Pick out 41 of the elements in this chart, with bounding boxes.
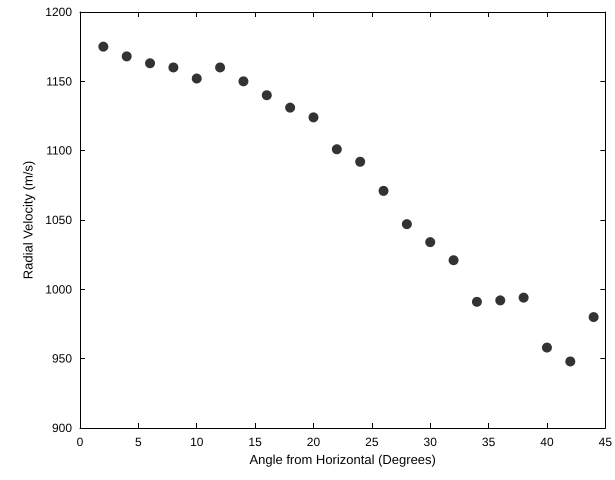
point xyxy=(332,144,342,154)
point xyxy=(285,102,296,113)
point xyxy=(355,156,366,167)
y-axis-title: Radial Velocity (m/s) xyxy=(20,160,36,280)
y-tick-label: 1100 xyxy=(46,144,72,158)
x-tick-label: 20 xyxy=(306,435,320,449)
point xyxy=(402,219,412,230)
point xyxy=(518,292,529,303)
x-tick-label: 45 xyxy=(598,435,612,449)
y-tick-label: 900 xyxy=(52,421,72,435)
x-axis-title: Angle from Horizontal (Degrees) xyxy=(249,452,436,467)
y-tick-label: 1050 xyxy=(45,213,72,227)
point xyxy=(425,237,436,248)
x-tick-label: 15 xyxy=(248,435,262,449)
y-tick-label: 1150 xyxy=(46,74,72,88)
y-tick-label: 1200 xyxy=(45,5,72,19)
point xyxy=(588,312,599,322)
point xyxy=(495,295,506,306)
x-tick-label: 5 xyxy=(135,435,142,449)
point xyxy=(448,255,459,266)
x-tick-label: 35 xyxy=(482,435,496,449)
point xyxy=(122,51,132,62)
y-tick-label: 950 xyxy=(52,352,72,366)
point xyxy=(378,186,389,196)
point xyxy=(308,112,318,122)
x-tick-label: 40 xyxy=(540,435,554,449)
x-tick-label: 25 xyxy=(365,435,379,449)
y-tick-label: 1000 xyxy=(45,282,72,296)
point xyxy=(472,296,482,307)
point xyxy=(238,76,248,86)
point xyxy=(565,356,576,366)
x-tick-label: 0 xyxy=(76,435,84,449)
point xyxy=(262,90,272,100)
point xyxy=(145,58,156,68)
point xyxy=(168,62,178,72)
point xyxy=(192,74,202,84)
point xyxy=(542,342,552,353)
point xyxy=(215,62,226,72)
x-tick-label: 10 xyxy=(190,435,204,449)
point xyxy=(98,42,108,52)
x-tick-label: 30 xyxy=(424,435,438,449)
